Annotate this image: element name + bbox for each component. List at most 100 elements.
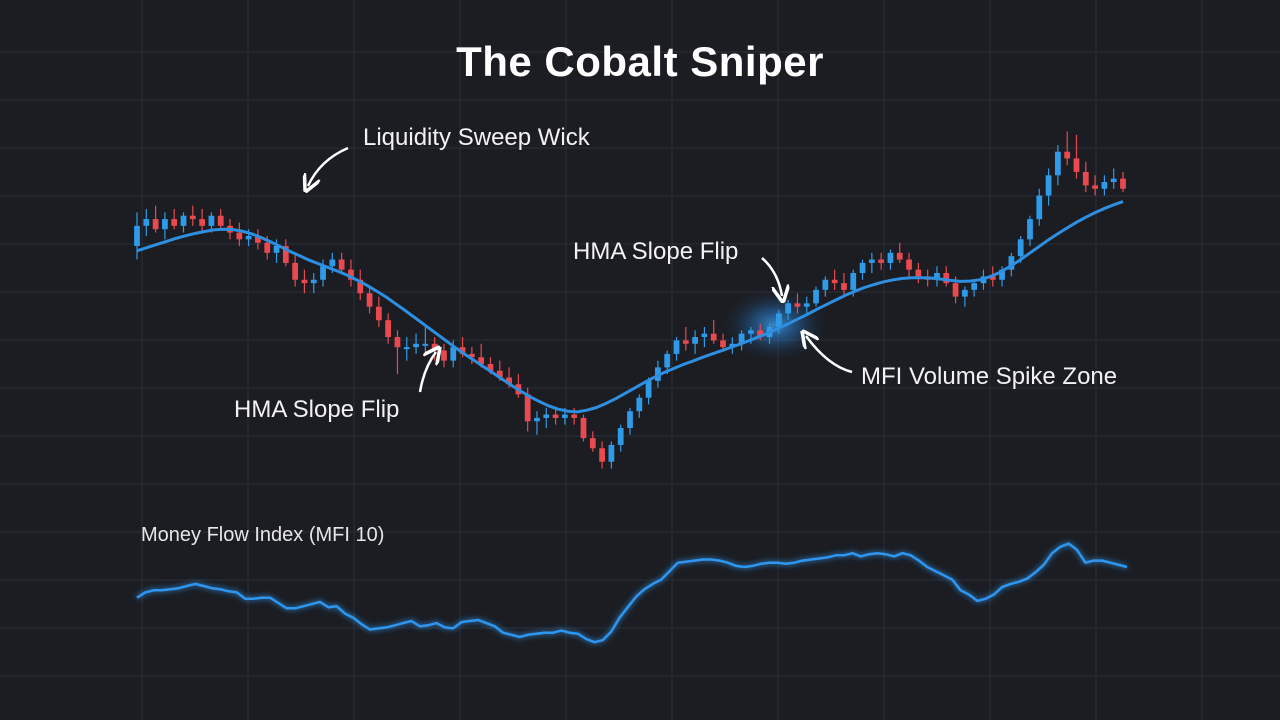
candle-body (636, 397, 643, 412)
candle (645, 377, 652, 405)
candle-body (682, 340, 689, 344)
candle-body (813, 289, 819, 304)
candle-body (282, 246, 289, 263)
candle-body (571, 414, 578, 418)
hma-flip-arrow-2 (761, 257, 782, 296)
candle (915, 262, 922, 284)
candle (413, 333, 419, 354)
candle-body (143, 219, 150, 226)
candle (971, 279, 978, 297)
candle-body (738, 333, 745, 344)
candle (794, 293, 801, 314)
candle (1092, 175, 1098, 196)
candle (878, 252, 885, 270)
candle (682, 326, 689, 351)
candle (134, 212, 140, 260)
candle-body (236, 232, 243, 240)
candle-body (506, 377, 512, 385)
candle (143, 208, 150, 236)
candle (534, 411, 540, 435)
candle (180, 212, 187, 233)
candle-body (301, 279, 308, 284)
candle-body (524, 394, 531, 422)
candle-body (255, 235, 261, 243)
candle-body (273, 246, 280, 253)
mfi-spike-label: MFI Volume Spike Zone (861, 363, 1118, 390)
candle-body (673, 340, 680, 354)
candle-body (534, 417, 540, 422)
mfi-layer (136, 542, 1128, 644)
candle-body (1055, 151, 1061, 176)
candle-body (264, 242, 271, 253)
candle (831, 269, 838, 290)
candle-body (748, 330, 754, 334)
hma-flip-arrow-1 (418, 352, 436, 393)
candle-body (1120, 178, 1126, 189)
candle (366, 286, 373, 314)
hma-flip-label-1: HMA Slope Flip (234, 396, 400, 423)
candle-body (375, 306, 382, 321)
candle-body (943, 273, 950, 284)
candle-body (822, 279, 829, 290)
candle-body (803, 303, 810, 307)
candle-body (999, 269, 1005, 280)
candle-body (645, 380, 652, 398)
candle-body (450, 347, 457, 361)
candle (896, 242, 903, 263)
candle-body (701, 333, 708, 338)
candle (906, 252, 912, 277)
candle-body (552, 414, 559, 418)
candle-body (664, 353, 671, 368)
candle (162, 212, 168, 240)
candle-body (934, 273, 940, 280)
candle-body (385, 320, 392, 338)
candle-body (468, 353, 475, 358)
candle-body (329, 259, 336, 267)
candle-body (868, 259, 875, 263)
candle (617, 424, 624, 452)
mfi-line (136, 542, 1128, 644)
candle (403, 337, 410, 361)
candle-body (180, 215, 187, 226)
candle (282, 239, 289, 267)
candle-body (1092, 185, 1098, 189)
candle (692, 330, 698, 354)
candle-body (580, 417, 587, 439)
candle (468, 347, 475, 365)
candle-body (1036, 195, 1043, 220)
candle-body (896, 252, 903, 260)
candle-body (785, 303, 792, 314)
candle (1027, 215, 1033, 247)
candle-body (292, 262, 299, 280)
candle (608, 441, 615, 469)
candle-body (413, 343, 419, 348)
candle-body (859, 262, 866, 274)
candle (627, 407, 633, 435)
candle (189, 205, 196, 226)
candle (720, 333, 726, 351)
candle-body (338, 259, 345, 270)
candle (515, 374, 522, 398)
candle-body (152, 219, 159, 230)
candle (552, 407, 559, 425)
candle (599, 441, 605, 469)
candle-body (775, 313, 782, 327)
candle-body (217, 215, 224, 226)
hma-flip-label-2: HMA Slope Flip (573, 238, 739, 265)
candle (292, 252, 299, 287)
candle (338, 252, 345, 274)
candle-body (208, 215, 215, 226)
candle-body (394, 337, 401, 348)
candle (394, 330, 401, 375)
candle-body (422, 343, 429, 346)
candle (152, 205, 159, 233)
candle-body (562, 414, 568, 418)
candle (543, 407, 550, 429)
candle (813, 286, 819, 307)
candle-body (971, 283, 978, 290)
candle (859, 259, 866, 280)
annotation-arrows (308, 146, 853, 393)
candle-body (441, 350, 447, 361)
